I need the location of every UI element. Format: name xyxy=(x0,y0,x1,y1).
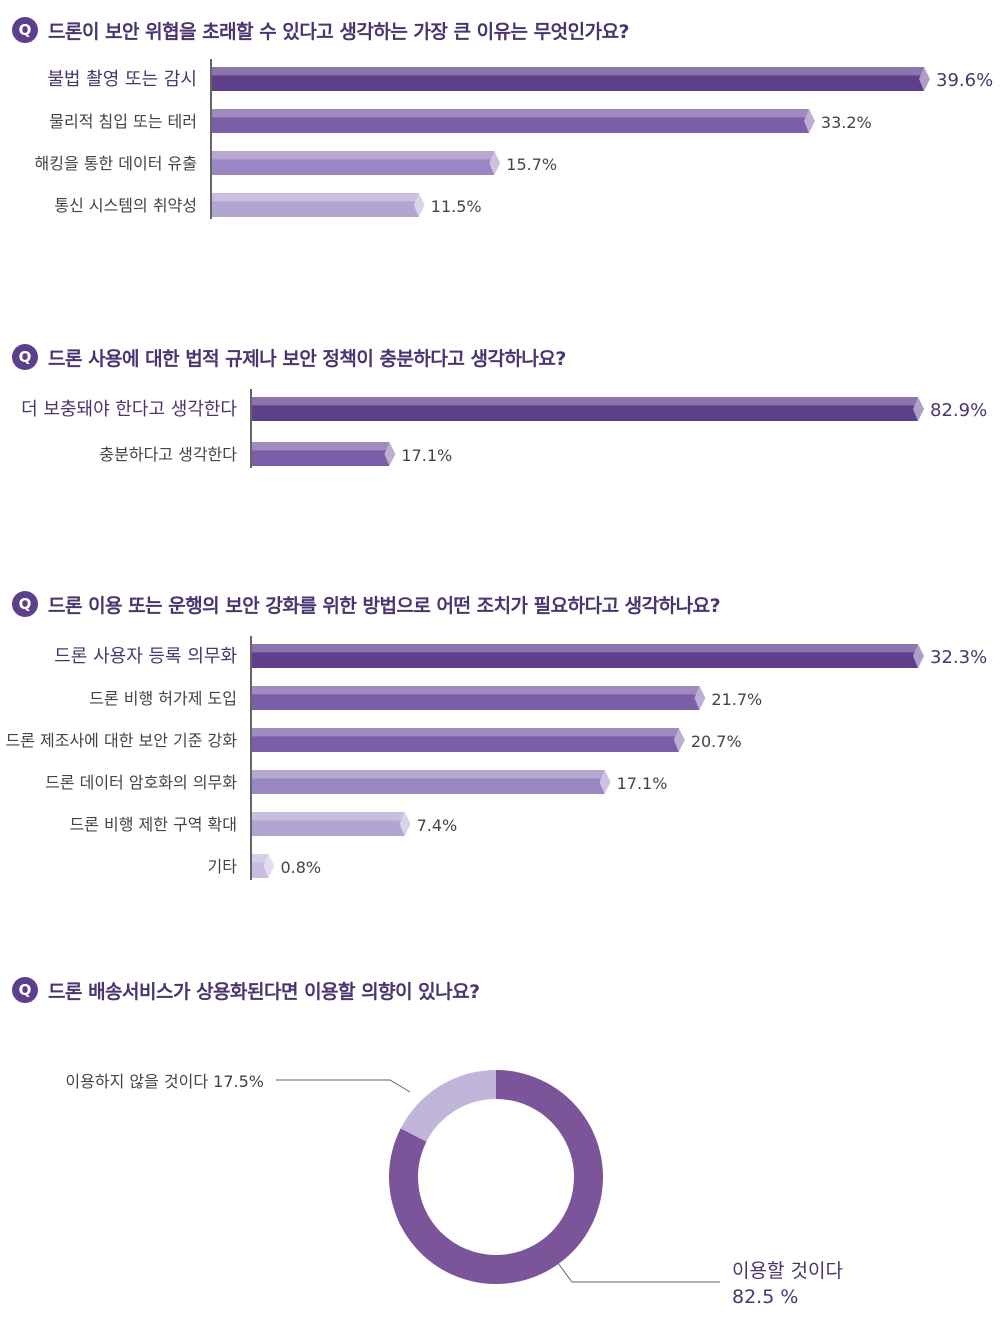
question-icon: Q xyxy=(12,591,38,617)
category-label: 드론 데이터 암호화의 의무화 xyxy=(45,773,237,792)
question-2-text: 드론 사용에 대한 법적 규제나 보안 정책이 충분하다고 생각하나요? xyxy=(48,347,566,370)
value-label: 39.6% xyxy=(936,70,993,91)
category-label: 해킹을 통한 데이터 유출 xyxy=(35,154,197,173)
donut-chart-delivery-intent: 이용하지 않을 것이다 17.5% 이용할 것이다 82.5 % xyxy=(65,1070,843,1308)
bar xyxy=(212,67,930,91)
donut-slice xyxy=(400,1070,496,1142)
question-1-text: 드론이 보안 위협을 초래할 수 있다고 생각하는 가장 큰 이유는 무엇인가요… xyxy=(48,20,630,43)
category-label: 드론 사용자 등록 의무화 xyxy=(54,646,237,667)
value-label: 20.7% xyxy=(691,732,742,751)
question-2-title: Q 드론 사용에 대한 법적 규제나 보안 정책이 충분하다고 생각하나요? xyxy=(12,342,566,372)
question-4-title: Q 드론 배송서비스가 상용화된다면 이용할 의향이 있나요? xyxy=(12,975,480,1005)
question-3-text: 드론 이용 또는 운행의 보안 강화를 위한 방법으로 어떤 조치가 필요하다고… xyxy=(48,594,721,617)
value-label: 82.9% xyxy=(930,400,987,421)
category-label: 더 보충돼야 한다고 생각한다 xyxy=(21,399,237,420)
question-3-title: Q 드론 이용 또는 운행의 보안 강화를 위한 방법으로 어떤 조치가 필요하… xyxy=(12,589,721,619)
category-label: 드론 비행 제한 구역 확대 xyxy=(69,815,237,834)
bar xyxy=(252,686,706,710)
value-label: 17.1% xyxy=(617,774,668,793)
question-icon: Q xyxy=(12,344,38,370)
leader-line xyxy=(551,1254,720,1283)
category-label: 드론 비행 허가제 도입 xyxy=(89,689,237,708)
bar xyxy=(212,193,425,217)
slice-label-minor: 이용하지 않을 것이다 17.5% xyxy=(65,1072,264,1091)
leader-line xyxy=(276,1079,411,1093)
bar xyxy=(212,151,501,175)
category-label: 기타 xyxy=(208,857,238,876)
value-label: 17.1% xyxy=(401,446,452,465)
category-label: 드론 제조사에 대한 보안 기준 강화 xyxy=(5,731,237,750)
bar xyxy=(252,397,924,421)
bar xyxy=(252,644,924,668)
category-label: 충분하다고 생각한다 xyxy=(99,445,237,464)
bar-chart-security-threat-reasons: 불법 촬영 또는 감시 39.6% 물리적 침입 또는 테러 33.2% 해킹을 통한 … xyxy=(35,59,993,219)
bar-chart-regulation-sufficiency: 더 보충돼야 한다고 생각한다 82.9% 충분하다고 생각한다 17.1% xyxy=(21,389,987,468)
value-label: 21.7% xyxy=(711,690,762,709)
bar xyxy=(252,854,275,878)
bar xyxy=(252,728,685,752)
bar-chart-security-measures: 드론 사용자 등록 의무화 32.3% 드론 비행 허가제 도입 21.7% 드론 제조… xyxy=(5,636,987,880)
bar xyxy=(252,770,611,794)
slice-label-main-name: 이용할 것이다 xyxy=(732,1260,843,1282)
value-label: 0.8% xyxy=(280,858,321,877)
value-label: 33.2% xyxy=(821,113,872,132)
value-label: 7.4% xyxy=(417,816,458,835)
value-label: 15.7% xyxy=(506,155,557,174)
category-label: 통신 시스템의 취약성 xyxy=(54,196,197,215)
question-icon: Q xyxy=(12,17,38,43)
bar xyxy=(212,109,815,133)
question-1-title: Q 드론이 보안 위협을 초래할 수 있다고 생각하는 가장 큰 이유는 무엇인… xyxy=(12,15,630,45)
category-label: 불법 촬영 또는 감시 xyxy=(47,69,197,90)
slice-label-main-value: 82.5 % xyxy=(732,1286,798,1308)
value-label: 11.5% xyxy=(431,197,482,216)
category-label: 물리적 침입 또는 테러 xyxy=(49,112,197,131)
question-4-text: 드론 배송서비스가 상용화된다면 이용할 의향이 있나요? xyxy=(48,980,480,1003)
question-icon: Q xyxy=(12,977,38,1003)
bar xyxy=(252,812,411,836)
bar xyxy=(252,442,396,466)
value-label: 32.3% xyxy=(930,647,987,668)
